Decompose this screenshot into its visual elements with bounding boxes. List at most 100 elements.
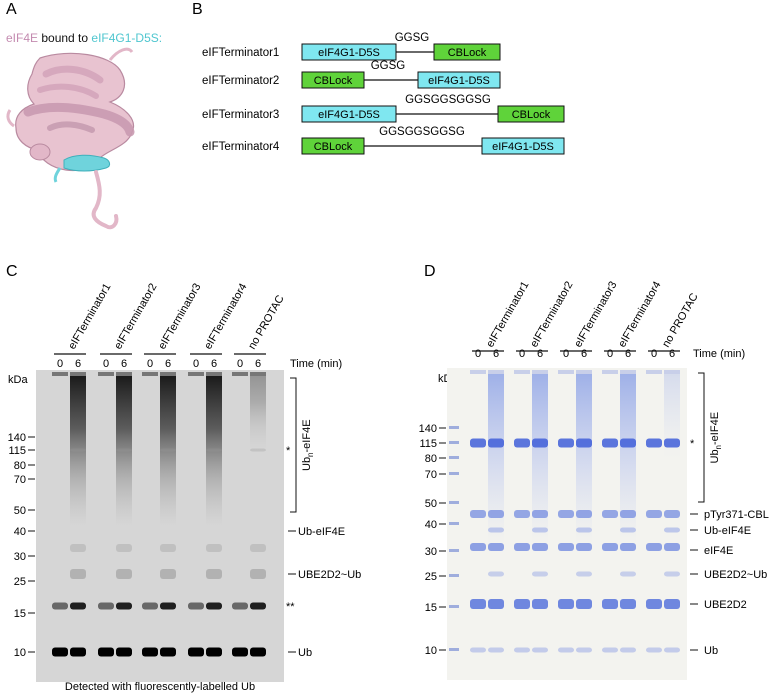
construct-name: eIFTerminator2 <box>202 75 279 87</box>
protein-band <box>664 647 680 653</box>
protein-band <box>488 438 504 448</box>
protein-band <box>206 569 222 579</box>
gel-caption: Detected with fluorescently-labelled Ub <box>65 681 255 693</box>
protein-band <box>116 448 132 452</box>
ubiquitin-smear <box>160 376 176 526</box>
protein-band <box>664 599 680 609</box>
gel-well <box>116 372 132 376</box>
marker-label: 40 <box>14 526 26 538</box>
eif4e-label: eIF4E <box>6 31 38 45</box>
protein-band <box>70 602 86 610</box>
band-label: * <box>690 438 695 450</box>
protein-band <box>488 599 504 609</box>
timepoint-label: 6 <box>211 358 217 370</box>
protein-band <box>558 647 574 653</box>
ubiquitin-smear <box>70 376 86 526</box>
protein-band <box>646 510 662 518</box>
protein-band <box>250 602 266 610</box>
protein-band <box>52 602 68 610</box>
ladder-band <box>449 501 459 504</box>
protein-band <box>646 438 662 448</box>
panel-label-c: C <box>6 263 18 280</box>
linker-sequence: GGSG <box>371 60 406 72</box>
protein-band <box>664 438 680 448</box>
protein-band <box>558 599 574 609</box>
gel-background <box>447 368 687 680</box>
ubiquitin-smear <box>664 374 680 459</box>
construct-name: eIFTerminator1 <box>202 47 279 59</box>
domain-box-left <box>301 105 397 123</box>
band-label: Ub-eIF4E <box>704 525 751 537</box>
gel-well <box>250 372 266 376</box>
protein-band <box>116 569 132 579</box>
timepoint-label: 6 <box>121 358 127 370</box>
lane-group-label: eIFTerminator4 <box>202 281 249 351</box>
domain-label-left: CBLock <box>314 141 353 153</box>
gel-well <box>532 370 548 374</box>
protein-band <box>576 510 592 518</box>
ubiquitin-smear <box>532 374 548 544</box>
protein-band <box>142 602 158 610</box>
lane-group-label: eIFTerminator3 <box>156 281 203 351</box>
timepoint-label: 0 <box>237 358 243 370</box>
gel-well <box>488 370 504 374</box>
band-label: eIF4E <box>704 545 733 557</box>
protein-band <box>70 544 86 552</box>
gel-well <box>514 370 530 374</box>
linker-sequence: GGSG <box>395 32 430 44</box>
ladder-band <box>449 426 459 429</box>
protein-band <box>620 438 636 448</box>
protein-band <box>664 527 680 533</box>
protein-band <box>470 543 486 551</box>
domain-label-left: eIF4G1-D5S <box>318 109 380 121</box>
protein-band <box>620 599 636 609</box>
protein-band <box>576 599 592 609</box>
timepoint-label: 0 <box>57 358 63 370</box>
domain-box-right <box>433 43 501 61</box>
marker-label: 115 <box>8 445 26 457</box>
protein-band <box>620 543 636 551</box>
ubn-bracket <box>698 372 705 503</box>
domain-label-right: CBLock <box>448 47 487 59</box>
kda-label: kDa <box>8 374 28 386</box>
domain-label-left: eIF4G1-D5S <box>318 47 380 59</box>
timepoint-label: 0 <box>519 348 525 360</box>
domain-box-left <box>301 137 365 155</box>
linker-sequence: GGSGGSGGSG <box>405 94 491 106</box>
marker-label: 50 <box>425 498 437 510</box>
protein-band <box>602 543 618 551</box>
lane-group-label: no PROTAC <box>660 291 701 349</box>
marker-label: 70 <box>425 469 437 481</box>
panel-label-b: B <box>192 1 203 18</box>
protein-band <box>646 599 662 609</box>
protein-band <box>532 647 548 653</box>
ubiquitin-smear <box>620 374 636 544</box>
protein-band <box>514 543 530 551</box>
protein-band <box>576 647 592 653</box>
construct-name: eIFTerminator3 <box>202 109 279 121</box>
ladder-band <box>449 605 459 608</box>
marker-label: 115 <box>419 438 437 450</box>
protein-band <box>160 544 176 552</box>
timepoint-label: 0 <box>147 358 153 370</box>
ladder-band <box>449 574 459 577</box>
protein-structure-illustration <box>6 47 135 230</box>
protein-band <box>620 647 636 653</box>
domain-box-left <box>301 71 365 89</box>
protein-band <box>488 647 504 653</box>
gel-well <box>558 370 574 374</box>
band-label: UBE2D2~Ub <box>298 569 361 581</box>
marker-label: 140 <box>419 423 437 435</box>
protein-band <box>620 510 636 518</box>
protein-band <box>532 599 548 609</box>
ladder-band <box>449 472 459 475</box>
time-axis-label: Time (min) <box>290 358 342 370</box>
timepoint-label: 0 <box>563 348 569 360</box>
protein-band <box>250 544 266 552</box>
panel-a-title: eIF4E bound to eIF4G1-D5S: <box>6 31 162 45</box>
marker-label: 10 <box>14 647 26 659</box>
protein-band <box>232 647 248 657</box>
